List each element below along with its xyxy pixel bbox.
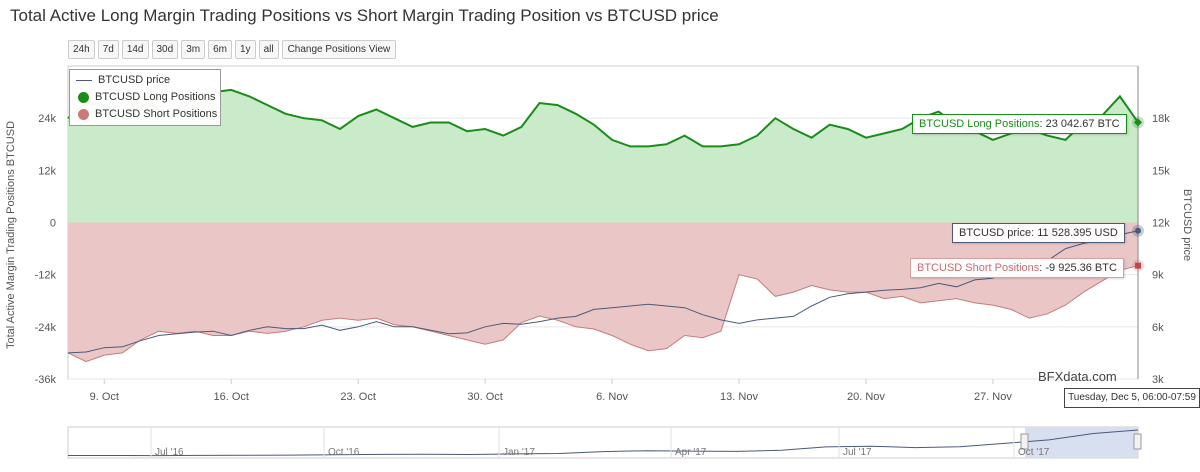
navigator[interactable]: Jul '16 Oct '16 Jan '17 Apr '17 Jul '17 Oct '… bbox=[67, 426, 1142, 459]
navigator-tick-label: Oct '17 bbox=[1018, 447, 1050, 458]
short-marker bbox=[1135, 262, 1141, 269]
price-line bbox=[67, 230, 1139, 354]
change-positions-view-button[interactable]: Change Positions View bbox=[281, 40, 397, 59]
long-positions-area bbox=[68, 89, 1138, 223]
range-3m-button[interactable]: 3m bbox=[181, 40, 206, 59]
price-tooltip: BTCUSD price: 11 528.395 USD bbox=[952, 223, 1125, 243]
navigator-frame bbox=[67, 426, 1139, 459]
legend: BTCUSD price BTCUSD Long Positions BTCUS… bbox=[69, 69, 221, 126]
long-marker bbox=[1134, 118, 1142, 127]
right-tick-label: 6k bbox=[1152, 322, 1164, 334]
long-dot-icon bbox=[78, 91, 89, 103]
short-tooltip-value: -9 925.36 BTC bbox=[1045, 262, 1117, 274]
range-24h-button[interactable]: 24h bbox=[68, 40, 95, 59]
chart-title: Total Active Long Margin Trading Positio… bbox=[10, 6, 719, 25]
range-all-button[interactable]: all bbox=[258, 40, 279, 59]
navigator-tick-label: Jul '17 bbox=[843, 447, 872, 458]
x-tick-label: 23. Oct bbox=[340, 391, 375, 403]
right-tick-label: 15k bbox=[1152, 165, 1170, 177]
x-tick-label: 30. Oct bbox=[467, 391, 502, 403]
navigator-labels: Jul '16 Oct '16 Jan '17 Apr '17 Jul '17 Oct '… bbox=[150, 427, 1050, 458]
navigator-price-line bbox=[68, 429, 1139, 457]
right-tick-label: 3k bbox=[1152, 374, 1164, 386]
left-tick-label: 24k bbox=[38, 113, 56, 125]
legend-item-price[interactable]: BTCUSD price bbox=[76, 72, 220, 88]
navigator-tick-label: Apr '17 bbox=[675, 447, 707, 458]
x-tick-label: 27. Nov bbox=[974, 391, 1012, 403]
long-tooltip-value: 23 042.67 BTC bbox=[1045, 118, 1120, 130]
x-axis-tooltip: Tuesday, Dec 5, 06:00-07:59 bbox=[1064, 388, 1200, 408]
left-tick-label: 12k bbox=[38, 165, 56, 177]
left-axis-label: Total Active Margin Trading Positions BT… bbox=[5, 121, 17, 349]
x-axis-ticks: 9. Oct 16. Oct 23. Oct 30. Oct 6. Nov 13. Nov… bbox=[90, 391, 1013, 403]
right-axis-ticks: 3k 6k 9k 12k 15k 18k bbox=[1152, 113, 1170, 386]
left-tick-label: -24k bbox=[35, 322, 57, 334]
price-tooltip-value: 11 528.395 USD bbox=[1037, 227, 1118, 239]
short-tooltip: BTCUSD Short Positions: -9 925.36 BTC bbox=[910, 258, 1124, 278]
hover-markers bbox=[1132, 116, 1144, 272]
navigator-tick-label: Jul '16 bbox=[155, 447, 184, 458]
short-tooltip-label: BTCUSD Short Positions bbox=[917, 262, 1040, 274]
short-dot-icon bbox=[78, 108, 89, 120]
range-1y-button[interactable]: 1y bbox=[235, 40, 256, 59]
legend-item-long[interactable]: BTCUSD Long Positions bbox=[76, 89, 220, 105]
left-axis-label-box: Total Active Margin Trading Positions BT… bbox=[2, 110, 26, 360]
navigator-selection[interactable] bbox=[1025, 427, 1138, 458]
x-tick-label: 13. Nov bbox=[720, 391, 758, 403]
left-tick-label: 0 bbox=[50, 218, 56, 230]
right-axis-label: BTCUSD price bbox=[1181, 189, 1193, 261]
price-line-icon bbox=[76, 79, 92, 81]
right-axis-label-box: BTCUSD price bbox=[1172, 150, 1196, 300]
x-tick-label: 20. Nov bbox=[847, 391, 885, 403]
x-tick-label: 9. Oct bbox=[90, 391, 119, 403]
legend-long-label: BTCUSD Long Positions bbox=[95, 91, 216, 103]
navigator-tick-label: Oct '16 bbox=[328, 447, 360, 458]
long-tooltip-label: BTCUSD Long Positions bbox=[919, 118, 1040, 130]
x-tick-label: 16. Oct bbox=[213, 391, 248, 403]
right-tick-label: 18k bbox=[1152, 113, 1170, 125]
right-tick-label: 9k bbox=[1152, 270, 1164, 282]
navigator-right-handle[interactable] bbox=[1133, 433, 1142, 450]
left-tick-label: -36k bbox=[35, 374, 57, 386]
long-tooltip: BTCUSD Long Positions: 23 042.67 BTC bbox=[912, 114, 1127, 134]
legend-item-short[interactable]: BTCUSD Short Positions bbox=[76, 106, 220, 122]
x-tick-label: 6. Nov bbox=[596, 391, 628, 403]
navigator-tick-label: Jan '17 bbox=[503, 447, 535, 458]
left-axis-ticks: -36k -24k -12k 0 12k 24k bbox=[35, 113, 57, 386]
legend-price-label: BTCUSD price bbox=[98, 74, 171, 86]
range-30d-button[interactable]: 30d bbox=[151, 40, 179, 59]
price-tooltip-label: BTCUSD price bbox=[959, 227, 1032, 239]
range-selector: 24h 7d 14d 30d 3m 6m 1y all Change Posit… bbox=[68, 40, 397, 59]
left-tick-label: -12k bbox=[35, 270, 57, 282]
legend-short-label: BTCUSD Short Positions bbox=[95, 108, 218, 120]
right-tick-label: 12k bbox=[1152, 218, 1170, 230]
range-6m-button[interactable]: 6m bbox=[208, 40, 232, 59]
short-positions-line bbox=[67, 265, 1139, 363]
navigator-left-handle[interactable] bbox=[1020, 433, 1029, 450]
short-positions-area bbox=[68, 222, 1138, 362]
price-marker bbox=[1135, 227, 1141, 234]
range-7d-button[interactable]: 7d bbox=[97, 40, 119, 59]
range-14d-button[interactable]: 14d bbox=[121, 40, 149, 59]
credit-label: BFXdata.com bbox=[1038, 369, 1117, 384]
